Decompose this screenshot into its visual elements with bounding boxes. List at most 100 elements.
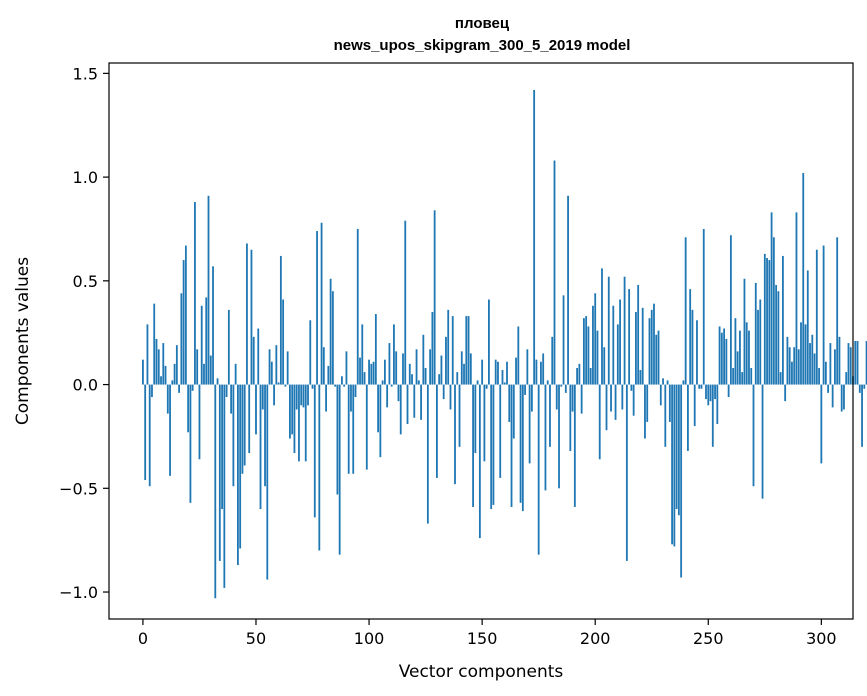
bar bbox=[662, 378, 664, 385]
bar bbox=[223, 384, 226, 588]
bar bbox=[594, 293, 597, 385]
bar bbox=[673, 384, 676, 547]
y-tick-label: 1.0 bbox=[73, 168, 98, 187]
x-tick-label: 200 bbox=[580, 629, 611, 648]
bar bbox=[225, 384, 228, 398]
bar bbox=[542, 353, 545, 385]
bar bbox=[383, 359, 386, 385]
bar bbox=[499, 384, 502, 478]
bar bbox=[325, 384, 327, 412]
bar bbox=[781, 255, 784, 385]
bar bbox=[422, 334, 425, 385]
bar bbox=[696, 320, 698, 385]
bar bbox=[402, 353, 404, 385]
bar bbox=[829, 343, 832, 385]
bar bbox=[298, 384, 300, 462]
bar bbox=[759, 299, 762, 385]
bar bbox=[166, 384, 169, 414]
x-tick-label: 150 bbox=[467, 629, 498, 648]
y-axis-label: Components values bbox=[13, 257, 33, 425]
bar bbox=[234, 363, 237, 385]
bar bbox=[512, 384, 515, 439]
bar bbox=[365, 384, 368, 470]
bar bbox=[847, 343, 850, 385]
bar bbox=[705, 384, 707, 400]
bar bbox=[533, 89, 536, 385]
bar bbox=[757, 309, 759, 385]
bar bbox=[614, 384, 617, 420]
bar bbox=[585, 316, 588, 385]
bar bbox=[766, 258, 768, 385]
bar bbox=[709, 384, 712, 402]
bar bbox=[291, 384, 294, 435]
bar bbox=[858, 384, 861, 393]
bar bbox=[334, 384, 337, 387]
bar bbox=[372, 361, 375, 385]
bar bbox=[770, 212, 773, 385]
bar bbox=[635, 311, 637, 385]
bar bbox=[784, 384, 787, 402]
y-tick-label: 1.5 bbox=[73, 64, 98, 83]
bar bbox=[214, 384, 217, 599]
bar bbox=[460, 351, 463, 385]
bar bbox=[363, 372, 366, 385]
bar bbox=[259, 384, 262, 510]
bar bbox=[212, 266, 214, 385]
bar bbox=[162, 343, 165, 385]
bar bbox=[598, 384, 601, 460]
bar bbox=[725, 338, 728, 385]
bar bbox=[666, 380, 669, 385]
bar bbox=[702, 228, 705, 385]
bar bbox=[302, 384, 305, 408]
bar bbox=[347, 384, 350, 474]
bar bbox=[820, 384, 823, 464]
bar bbox=[653, 303, 655, 385]
bar bbox=[356, 228, 359, 385]
bar bbox=[155, 338, 158, 385]
bar bbox=[144, 384, 147, 480]
bar bbox=[300, 384, 303, 406]
bar bbox=[270, 361, 273, 385]
bar bbox=[187, 384, 190, 433]
bar bbox=[465, 316, 468, 385]
bar bbox=[404, 220, 407, 385]
bar bbox=[691, 309, 694, 385]
bar bbox=[445, 336, 447, 385]
bar bbox=[257, 328, 260, 385]
bar bbox=[497, 361, 499, 385]
bar bbox=[849, 347, 852, 385]
bar bbox=[621, 384, 624, 410]
bar bbox=[180, 293, 183, 385]
bar bbox=[417, 380, 420, 385]
bar bbox=[734, 318, 737, 385]
bar bbox=[503, 382, 506, 385]
bar bbox=[370, 363, 373, 385]
bar bbox=[295, 384, 298, 410]
bar bbox=[592, 305, 594, 385]
bar bbox=[861, 384, 863, 447]
bar bbox=[576, 367, 579, 385]
bar bbox=[573, 384, 576, 507]
chart-title: пловец bbox=[455, 15, 510, 32]
bar bbox=[481, 359, 484, 385]
chart-subtitle: news_upos_skipgram_300_5_2019 model bbox=[334, 37, 631, 54]
bar bbox=[467, 316, 470, 385]
bar bbox=[831, 384, 834, 408]
x-tick-label: 50 bbox=[246, 629, 266, 648]
bar bbox=[205, 297, 208, 385]
bar bbox=[160, 376, 162, 385]
bar bbox=[843, 384, 845, 410]
bar bbox=[768, 260, 771, 385]
bar bbox=[580, 384, 583, 414]
bar bbox=[196, 349, 199, 385]
bar bbox=[478, 384, 481, 539]
bar bbox=[616, 324, 619, 385]
bar bbox=[569, 384, 572, 451]
bar bbox=[788, 347, 791, 385]
bar bbox=[169, 384, 171, 476]
bar bbox=[377, 384, 380, 433]
bar bbox=[838, 336, 841, 385]
bar bbox=[411, 374, 413, 385]
bar bbox=[510, 384, 513, 507]
